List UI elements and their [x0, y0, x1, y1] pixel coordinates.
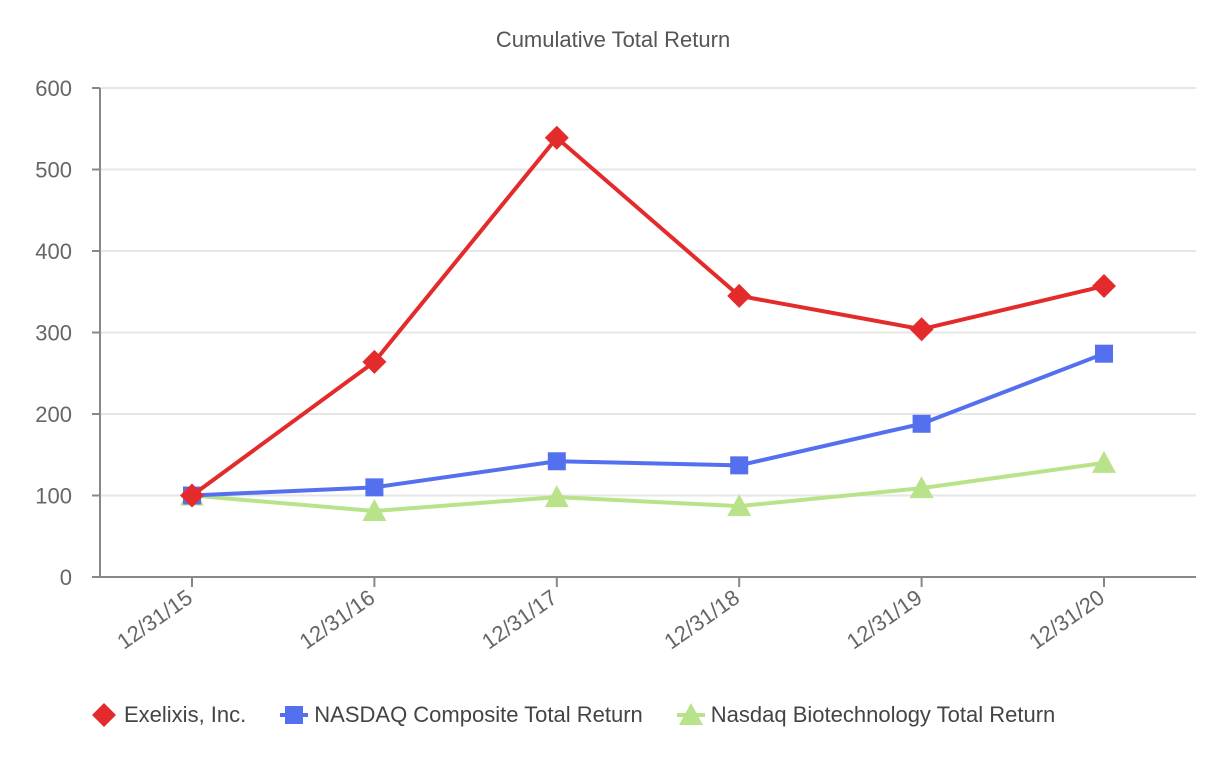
y-tick-label: 500 — [35, 158, 72, 183]
data-point — [544, 485, 569, 508]
legend-item: Nasdaq Biotechnology Total Return — [675, 702, 1055, 728]
data-point — [362, 349, 387, 374]
legend-swatch — [280, 706, 309, 724]
data-point — [730, 456, 749, 475]
data-point — [909, 476, 934, 499]
y-tick-label: 100 — [35, 484, 72, 509]
x-tick-label: 12/31/16 — [295, 585, 379, 655]
series-line — [191, 351, 1105, 498]
legend-marker — [92, 703, 116, 727]
data-point — [1095, 344, 1113, 363]
y-tick-label: 200 — [35, 402, 72, 427]
y-tick-label: 300 — [35, 321, 72, 346]
data-point — [1092, 450, 1116, 473]
chart-title: Cumulative Total Return — [495, 27, 731, 52]
legend-swatch — [92, 703, 116, 727]
legend-label: Exelixis, Inc. — [124, 702, 247, 727]
x-tick-label: 12/31/17 — [477, 585, 561, 655]
series-line — [191, 460, 1105, 513]
legend-marker — [678, 703, 703, 725]
y-tick-label: 400 — [35, 239, 72, 264]
data-point — [180, 483, 204, 508]
y-tick-label: 0 — [60, 565, 72, 590]
x-tick-label: 12/31/18 — [660, 585, 744, 655]
x-tick-label: 12/31/19 — [842, 585, 926, 655]
data-point — [544, 125, 569, 150]
data-point — [547, 452, 566, 471]
x-tick-label: 12/31/15 — [112, 585, 196, 655]
data-point — [1092, 274, 1116, 299]
x-tick-label: 12/31/20 — [1024, 585, 1108, 655]
data-point — [727, 283, 752, 308]
data-point — [909, 317, 934, 342]
legend-swatch — [676, 703, 705, 725]
legend-item: NASDAQ Composite Total Return — [278, 702, 643, 728]
data-point — [362, 498, 387, 521]
data-point — [365, 478, 384, 497]
chart-legend: Exelixis, Inc. NASDAQ Composite Total Ret… — [88, 700, 1087, 730]
data-point — [912, 414, 931, 433]
data-point — [727, 494, 752, 517]
legend-marker — [285, 706, 304, 724]
legend-label: NASDAQ Composite Total Return — [314, 702, 643, 727]
y-tick-label: 600 — [35, 76, 72, 101]
legend-label: Nasdaq Biotechnology Total Return — [710, 702, 1056, 727]
legend-item: Exelixis, Inc. — [88, 702, 246, 728]
series-line — [190, 135, 1105, 498]
